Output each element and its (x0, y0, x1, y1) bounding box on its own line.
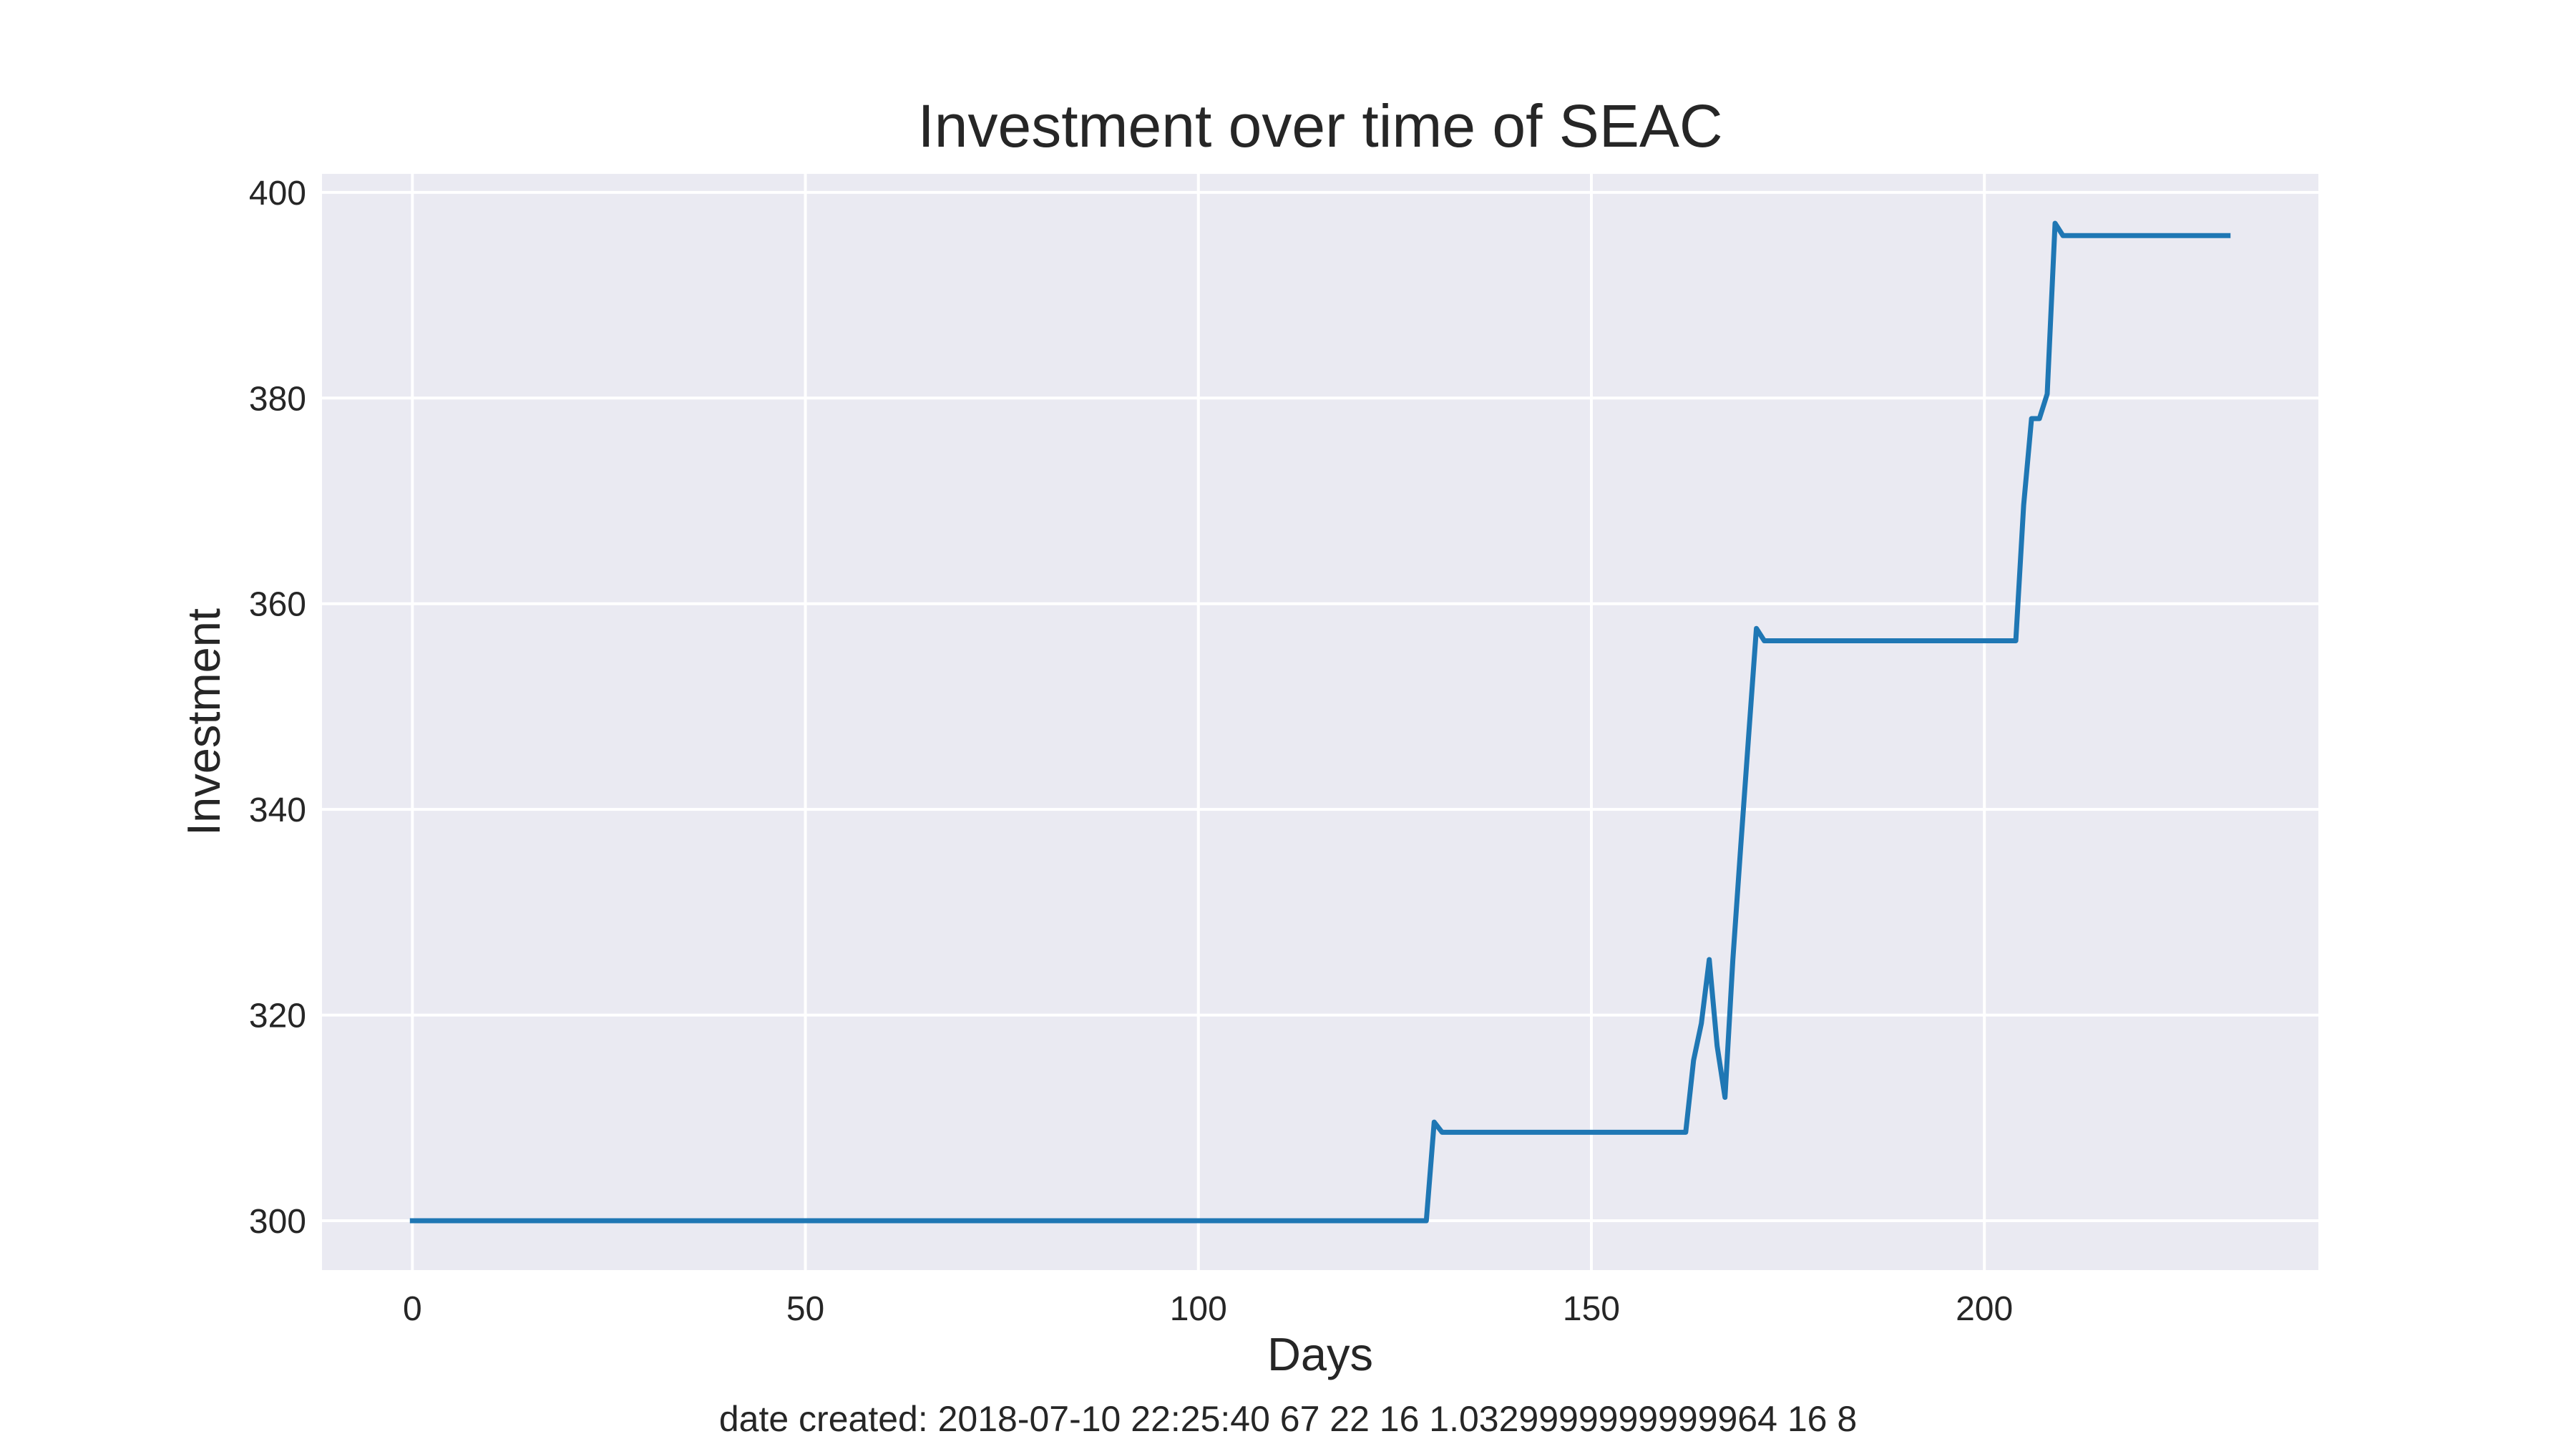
plot-background (322, 174, 2318, 1270)
x-tick-label: 0 (403, 1290, 422, 1328)
chart-title: Investment over time of SEAC (917, 92, 1722, 160)
y-axis-label: Investment (177, 608, 230, 836)
x-tick-labels: 0 50 100 150 200 (403, 1290, 2013, 1328)
x-tick-label: 50 (786, 1290, 824, 1328)
y-tick-label: 400 (249, 175, 306, 213)
y-tick-label: 320 (249, 997, 306, 1035)
series-layer (409, 220, 2231, 1224)
y-tick-label: 340 (249, 791, 306, 829)
x-tick-label: 150 (1563, 1290, 1620, 1328)
x-tick-label: 100 (1170, 1290, 1227, 1328)
date-created-footer: date created: 2018-07-10 22:25:40 67 22 … (719, 1399, 1857, 1439)
series-line-seac (409, 220, 2231, 1224)
y-tick-label: 380 (249, 380, 306, 418)
y-tick-labels: 300 320 340 360 380 400 (249, 175, 306, 1241)
y-tick-label: 300 (249, 1203, 306, 1241)
x-axis-label: Days (1267, 1328, 1373, 1380)
x-tick-label: 200 (1956, 1290, 2013, 1328)
y-tick-label: 360 (249, 586, 306, 624)
